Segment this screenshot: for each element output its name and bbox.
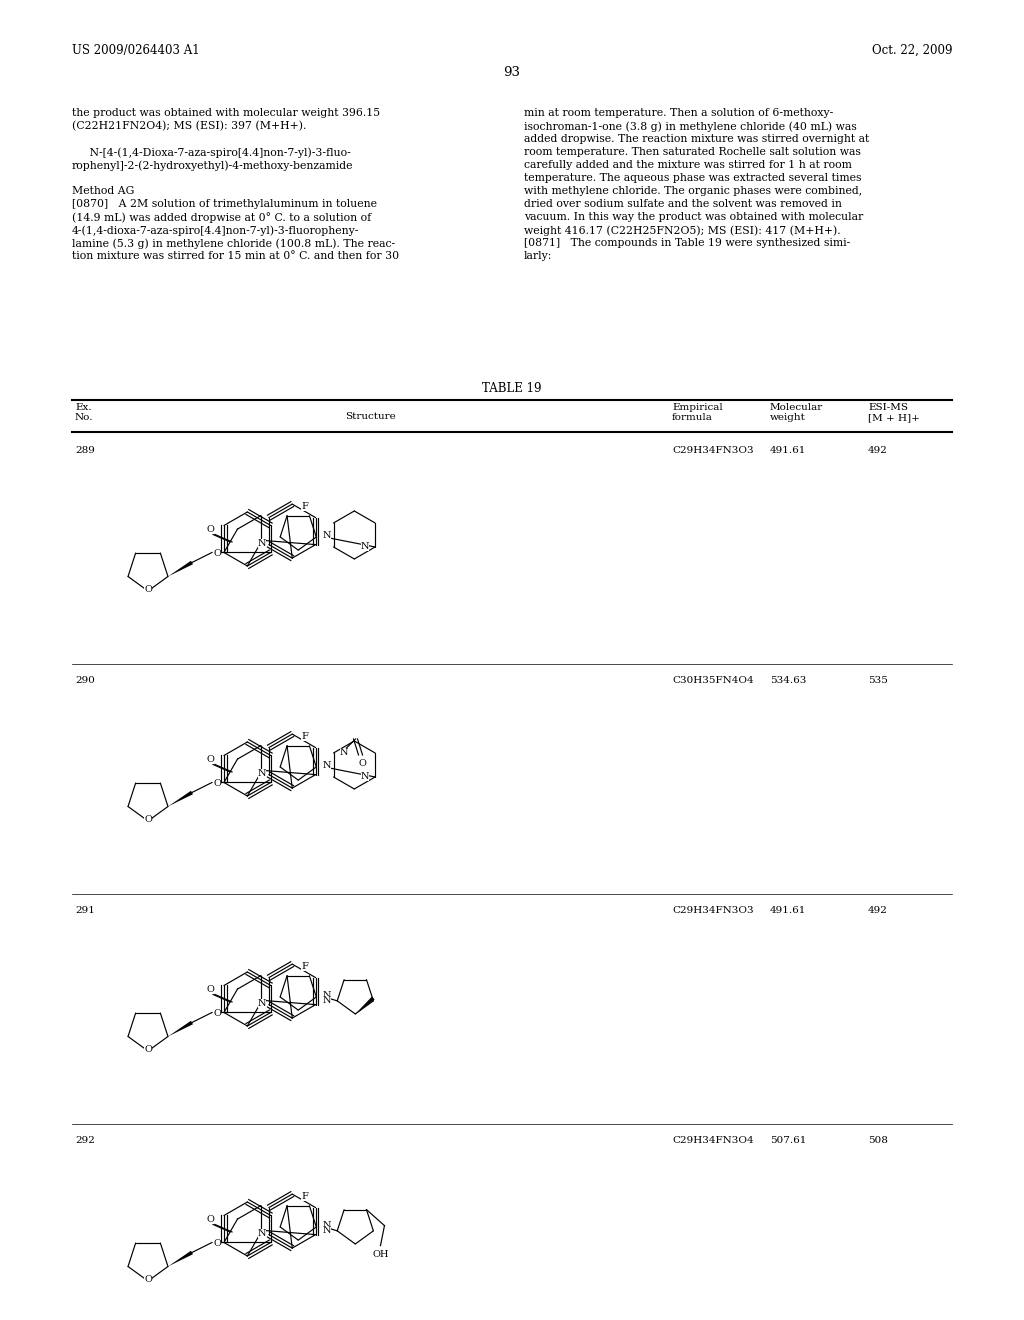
Text: 492: 492 (868, 906, 888, 915)
Text: N: N (323, 1221, 331, 1230)
Text: O: O (206, 755, 214, 764)
Text: O: O (358, 759, 367, 768)
Text: weight 416.17 (C22H25FN2O5); MS (ESI): 417 (M+H+).: weight 416.17 (C22H25FN2O5); MS (ESI): 4… (524, 224, 841, 235)
Text: Ex.
No.: Ex. No. (75, 403, 93, 422)
Text: carefully added and the mixture was stirred for 1 h at room: carefully added and the mixture was stir… (524, 160, 852, 170)
Text: N: N (323, 1226, 331, 1236)
Text: 289: 289 (75, 446, 95, 455)
Text: O: O (213, 1008, 221, 1018)
Text: Method AG: Method AG (72, 186, 134, 195)
Text: O: O (213, 1239, 221, 1247)
Text: N: N (340, 748, 348, 758)
Text: N: N (323, 532, 331, 540)
Text: OH: OH (373, 1250, 389, 1259)
Text: O: O (144, 585, 152, 594)
Text: larly:: larly: (524, 251, 552, 261)
Text: O: O (206, 1214, 214, 1224)
Text: N: N (258, 1229, 266, 1238)
Text: N: N (258, 770, 266, 777)
Text: O: O (144, 1044, 152, 1053)
Text: F: F (301, 502, 308, 511)
Text: Molecular
weight: Molecular weight (770, 403, 823, 422)
Text: Structure: Structure (345, 412, 395, 421)
Text: N: N (323, 991, 331, 1001)
Text: 491.61: 491.61 (770, 446, 806, 455)
Polygon shape (168, 561, 193, 577)
Text: (14.9 mL) was added dropwise at 0° C. to a solution of: (14.9 mL) was added dropwise at 0° C. to… (72, 213, 372, 223)
Polygon shape (168, 791, 193, 807)
Text: O: O (213, 779, 221, 788)
Text: vacuum. In this way the product was obtained with molecular: vacuum. In this way the product was obta… (524, 213, 863, 222)
Polygon shape (355, 997, 375, 1014)
Text: 492: 492 (868, 446, 888, 455)
Text: with methylene chloride. The organic phases were combined,: with methylene chloride. The organic pha… (524, 186, 862, 195)
Text: C29H34FN3O3: C29H34FN3O3 (672, 906, 754, 915)
Text: 534.63: 534.63 (770, 676, 806, 685)
Text: F: F (301, 731, 308, 741)
Text: C29H34FN3O3: C29H34FN3O3 (672, 446, 754, 455)
Text: C30H35FN4O4: C30H35FN4O4 (672, 676, 754, 685)
Text: ESI-MS
[M + H]+: ESI-MS [M + H]+ (868, 403, 920, 422)
Text: tion mixture was stirred for 15 min at 0° C. and then for 30: tion mixture was stirred for 15 min at 0… (72, 251, 399, 261)
Text: N: N (323, 997, 331, 1006)
Text: room temperature. Then saturated Rochelle salt solution was: room temperature. Then saturated Rochell… (524, 147, 861, 157)
Text: (C22H21FN2O4); MS (ESI): 397 (M+H+).: (C22H21FN2O4); MS (ESI): 397 (M+H+). (72, 121, 306, 131)
Text: US 2009/0264403 A1: US 2009/0264403 A1 (72, 44, 200, 57)
Text: N: N (258, 999, 266, 1008)
Text: 292: 292 (75, 1137, 95, 1144)
Text: O: O (144, 1275, 152, 1283)
Text: rophenyl]-2-(2-hydroxyethyl)-4-methoxy-benzamide: rophenyl]-2-(2-hydroxyethyl)-4-methoxy-b… (72, 160, 353, 170)
Text: Oct. 22, 2009: Oct. 22, 2009 (871, 44, 952, 57)
Text: C29H34FN3O4: C29H34FN3O4 (672, 1137, 754, 1144)
Text: [0871]   The compounds in Table 19 were synthesized simi-: [0871] The compounds in Table 19 were sy… (524, 238, 850, 248)
Text: 507.61: 507.61 (770, 1137, 806, 1144)
Text: 93: 93 (504, 66, 520, 79)
Text: F: F (301, 1192, 308, 1201)
Text: [0870]   A 2M solution of trimethylaluminum in toluene: [0870] A 2M solution of trimethylaluminu… (72, 199, 377, 209)
Text: temperature. The aqueous phase was extracted several times: temperature. The aqueous phase was extra… (524, 173, 861, 183)
Text: lamine (5.3 g) in methylene chloride (100.8 mL). The reac-: lamine (5.3 g) in methylene chloride (10… (72, 238, 395, 248)
Text: added dropwise. The reaction mixture was stirred overnight at: added dropwise. The reaction mixture was… (524, 135, 869, 144)
Text: N: N (360, 772, 369, 781)
Text: 491.61: 491.61 (770, 906, 806, 915)
Text: O: O (144, 814, 152, 824)
Text: TABLE 19: TABLE 19 (482, 381, 542, 395)
Text: 508: 508 (868, 1137, 888, 1144)
Text: the product was obtained with molecular weight 396.15: the product was obtained with molecular … (72, 108, 380, 117)
Text: Empirical
formula: Empirical formula (672, 403, 723, 422)
Text: 291: 291 (75, 906, 95, 915)
Text: 4-(1,4-dioxa-7-aza-spiro[4.4]non-7-yl)-3-fluoropheny-: 4-(1,4-dioxa-7-aza-spiro[4.4]non-7-yl)-3… (72, 224, 359, 235)
Polygon shape (168, 1020, 193, 1036)
Text: N: N (360, 543, 369, 552)
Text: 290: 290 (75, 676, 95, 685)
Text: N: N (258, 539, 266, 548)
Text: dried over sodium sulfate and the solvent was removed in: dried over sodium sulfate and the solven… (524, 199, 842, 209)
Text: O: O (213, 549, 221, 558)
Text: O: O (206, 525, 214, 535)
Text: N: N (323, 762, 331, 771)
Text: O: O (206, 985, 214, 994)
Text: min at room temperature. Then a solution of 6-methoxy-: min at room temperature. Then a solution… (524, 108, 834, 117)
Text: F: F (301, 961, 308, 970)
Text: isochroman-1-one (3.8 g) in methylene chloride (40 mL) was: isochroman-1-one (3.8 g) in methylene ch… (524, 121, 857, 132)
Text: N-[4-(1,4-Dioxa-7-aza-spiro[4.4]non-7-yl)-3-fluo-: N-[4-(1,4-Dioxa-7-aza-spiro[4.4]non-7-yl… (72, 147, 351, 157)
Text: 535: 535 (868, 676, 888, 685)
Polygon shape (168, 1251, 193, 1266)
